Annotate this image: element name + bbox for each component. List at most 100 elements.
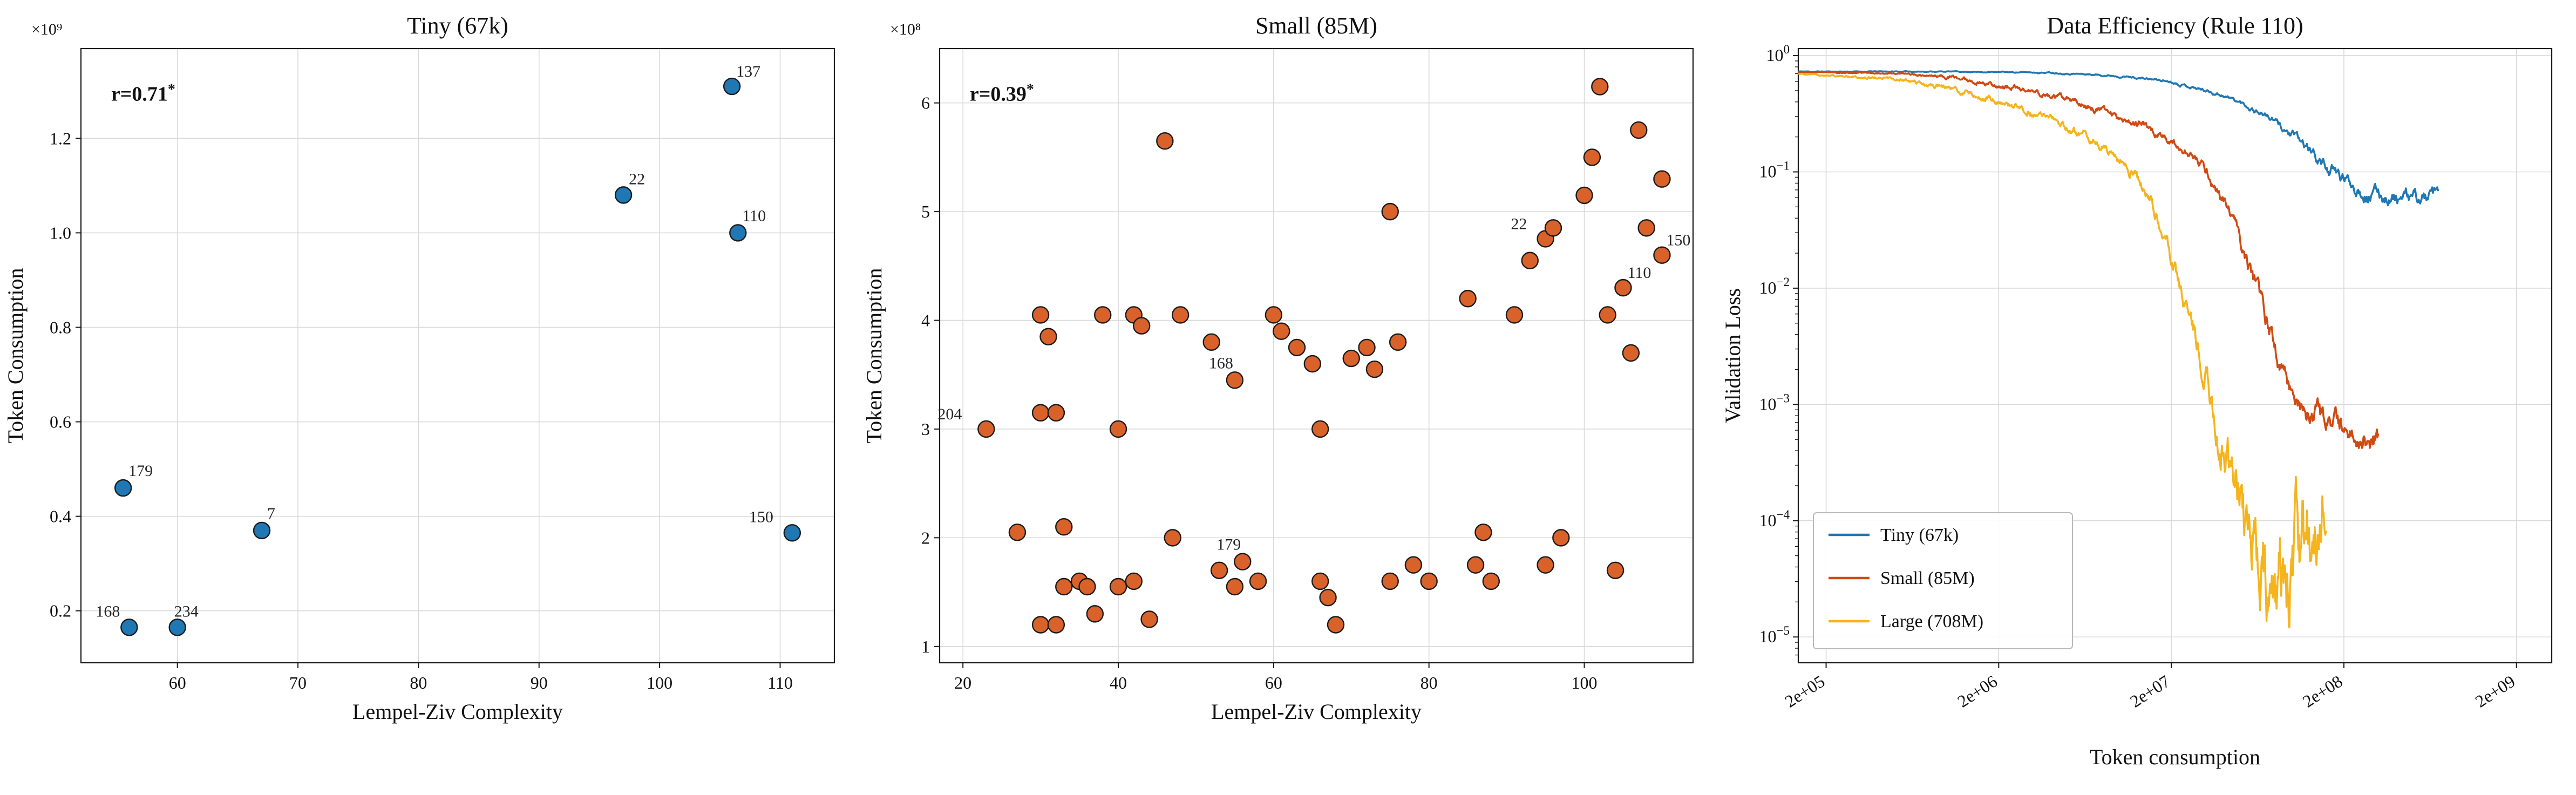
scatter-point — [1288, 338, 1306, 357]
scatter-point — [1055, 518, 1073, 536]
chart-svg: 20 40 60 80 100 1 2 3 4 5 6 Small (85M) Token Consum… — [862, 12, 1694, 724]
y-axis-label: Token Consumption — [3, 268, 28, 444]
scatter-point — [1365, 360, 1384, 378]
scatter-point — [253, 521, 271, 540]
y-tick-label: 2 — [921, 528, 930, 547]
scatter-point — [1404, 556, 1423, 574]
point-label: 22 — [629, 170, 645, 188]
legend-entry-label: Small (85M) — [1880, 568, 1975, 588]
scatter-point — [1086, 605, 1104, 623]
point-label: 168 — [1209, 354, 1233, 372]
plot-frame — [80, 47, 835, 664]
scatter-point — [1420, 572, 1438, 590]
point-label: 110 — [1627, 264, 1651, 282]
scatter-point — [1474, 524, 1492, 541]
scatter-point — [1614, 278, 1632, 297]
scatter-point — [1125, 572, 1143, 590]
grid — [81, 49, 834, 663]
scatter-point — [723, 77, 741, 96]
scatter-point — [1226, 577, 1244, 596]
loss-curve-small-85m- — [1798, 71, 2380, 449]
scatter-point — [1606, 561, 1625, 579]
scatter-point — [1031, 306, 1050, 324]
point-label: 22 — [1511, 215, 1527, 233]
y-tick-label: 10−3 — [1759, 391, 1790, 413]
scatter-point — [1544, 219, 1562, 237]
grid — [940, 49, 1693, 663]
x-tick-label: 2e+07 — [2126, 671, 2173, 711]
scatter-point — [1630, 121, 1648, 139]
scatter-point — [1466, 556, 1485, 574]
x-tick-label: 40 — [1110, 673, 1127, 692]
scatter-point — [1078, 577, 1096, 596]
y-tick-label: 6 — [921, 93, 930, 113]
point-labels: 204 168 179 22 110 150 — [937, 215, 1690, 553]
y-tick-label: 3 — [921, 419, 930, 439]
scatter-point — [114, 479, 132, 497]
y-tick-label: 100 — [1766, 43, 1790, 65]
x-tick-label: 2e+06 — [1954, 671, 2001, 711]
y-tick-label: 10−2 — [1759, 275, 1790, 297]
point-label: 168 — [96, 602, 120, 620]
scatter-series — [114, 77, 801, 636]
scatter-point — [1109, 577, 1127, 596]
scatter-point — [168, 619, 186, 636]
scatter-point — [1482, 572, 1500, 590]
plot-frame — [939, 47, 1694, 664]
chart-tiny-67k-scatter: 60 70 80 90 100 110 0.2 0.4 0.6 0.8 1.0 1.2 Tiny (67… — [0, 0, 859, 795]
scatter-point — [1459, 290, 1477, 308]
x-tick-label: 110 — [767, 673, 793, 692]
chart-small-85m-scatter: 20 40 60 80 100 1 2 3 4 5 6 Small (85M) Token Consum… — [859, 0, 1717, 795]
legend-frame — [1813, 512, 2073, 649]
scatter-point — [1094, 306, 1112, 324]
scatter-point — [1008, 524, 1027, 541]
scatter-point — [729, 224, 747, 242]
x-tick-label: 60 — [1265, 673, 1282, 692]
x-tick-label: 70 — [289, 673, 307, 692]
scatter-point — [1039, 328, 1057, 345]
point-label: 150 — [1666, 232, 1690, 249]
y-tick-label: 0.8 — [50, 317, 71, 337]
scatter-point — [1653, 246, 1671, 264]
x-tick-label: 90 — [531, 673, 548, 692]
y-tick-label: 0.4 — [50, 507, 71, 526]
scatter-series — [977, 78, 1671, 634]
chart-svg: 60 70 80 90 100 110 0.2 0.4 0.6 0.8 1.0 1.2 Tiny (67… — [3, 12, 835, 724]
x-tick-label: 100 — [1572, 673, 1598, 692]
axes-ticks: 20 40 60 80 100 1 2 3 4 5 6 — [921, 93, 1598, 692]
scatter-point — [1210, 561, 1228, 579]
point-label: 234 — [174, 602, 199, 620]
scatter-point — [1358, 338, 1376, 357]
y-tick-label: 0.6 — [50, 412, 71, 432]
scatter-point — [1575, 186, 1593, 205]
correlation-annotation: r=0.71* — [111, 81, 175, 106]
x-axis-label: Lempel-Ziv Complexity — [1211, 699, 1422, 724]
x-tick-label: 60 — [169, 673, 186, 692]
y-tick-label: 5 — [921, 202, 930, 221]
scatter-point — [1055, 577, 1073, 596]
scatter-point — [1303, 355, 1322, 373]
legend-entry-label: Tiny (67k) — [1880, 525, 1959, 545]
loss-curve-large-708m- — [1798, 72, 2328, 629]
scatter-point — [1537, 556, 1554, 574]
plot-frame — [1797, 47, 2553, 664]
y-tick-label: 0.2 — [50, 601, 71, 621]
line-series-group — [1798, 70, 2439, 629]
scatter-point — [1637, 219, 1655, 237]
point-label: 150 — [749, 508, 773, 526]
scatter-point — [1381, 202, 1399, 221]
scatter-point — [1389, 333, 1407, 351]
point-label: 110 — [742, 207, 766, 225]
scatter-point — [1381, 572, 1399, 590]
y-axis-label: Token Consumption — [862, 268, 886, 444]
y-tick-label: 1.0 — [50, 223, 71, 242]
point-label: 7 — [267, 505, 275, 522]
scatter-point — [1653, 170, 1671, 188]
point-label: 179 — [128, 462, 153, 480]
y-axis-label: Validation Loss — [1721, 288, 1745, 423]
scatter-point — [1599, 306, 1616, 324]
scatter-point — [1202, 333, 1220, 351]
scatter-point — [1319, 588, 1337, 607]
scatter-point — [783, 524, 801, 542]
scatter-point — [1031, 404, 1050, 422]
